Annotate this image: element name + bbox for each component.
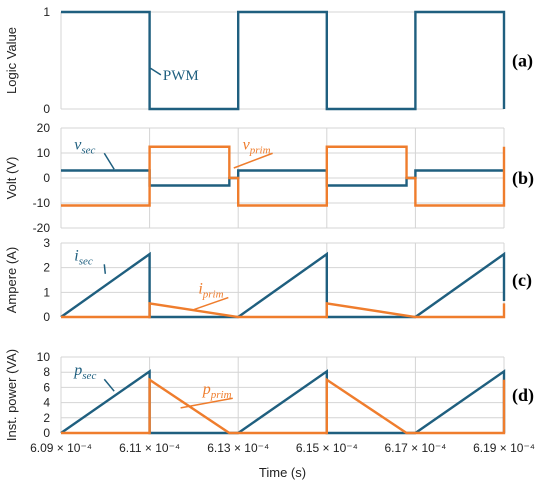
series-line-p_prim [61, 377, 506, 435]
y-axis-title: Ampere (A) [4, 247, 19, 313]
panel-tag: (b) [512, 168, 534, 189]
panel-tag: (a) [512, 51, 533, 72]
x-tick-label: 6.15 × 10⁻⁴ [296, 441, 358, 455]
y-tick-label: 0 [43, 426, 50, 440]
series-annotation: vprim [243, 136, 271, 156]
y-tick-label: 0 [43, 310, 50, 324]
x-tick-label: 6.13 × 10⁻⁴ [207, 441, 269, 455]
series-annotation: psec [73, 362, 96, 382]
x-axis-title: Time (s) [259, 465, 306, 480]
y-axis-title: Logic Value [4, 27, 19, 94]
annotation-leader [193, 296, 229, 311]
series-line-PWM [61, 10, 506, 111]
x-tick-label: 6.11 × 10⁻⁴ [119, 441, 180, 455]
x-tick-label: 6.09 × 10⁻⁴ [30, 441, 92, 455]
panel-b: -20 -10 0 10 20 Volt (V) (b) vsec vprim [4, 121, 534, 235]
annotation-leader [103, 152, 115, 170]
y-tick-label: 1 [43, 5, 50, 19]
y-tick-label: 10 [37, 146, 51, 160]
series-annotation: pprim [202, 381, 232, 401]
series-line-i_sec [60, 251, 506, 319]
series-line-v_prim [61, 145, 506, 207]
series-annotation: PWM [163, 68, 199, 84]
annotation-leader [233, 152, 273, 169]
x-axis: Time (s) 6.09 × 10⁻⁴ 6.11 × 10⁻⁴ 6.13 × 10… [30, 441, 535, 480]
panel-c: 0 1 2 3 Ampere (A) (c) isec iprim [4, 236, 532, 324]
y-tick-label: -20 [33, 221, 51, 235]
series-annotation: vsec [74, 136, 95, 156]
series-line-i_prim [61, 302, 506, 319]
y-tick-label: 10 [37, 350, 51, 364]
y-tick-label: 2 [43, 411, 50, 425]
y-axis-title: Inst. power (VA) [4, 349, 19, 441]
x-tick-label: 6.17 × 10⁻⁴ [384, 441, 446, 455]
y-tick-label: 6 [43, 380, 50, 394]
annotation-leader [180, 397, 233, 409]
y-tick-label: 1 [43, 285, 50, 299]
y-tick-label: 0 [43, 102, 50, 116]
y-tick-label: 0 [43, 171, 50, 185]
y-tick-label: -10 [33, 196, 51, 210]
annotation-leader [103, 378, 115, 392]
panel-tag: (c) [512, 270, 532, 291]
panel-tag: (d) [512, 385, 534, 406]
annotation-leader [150, 67, 162, 76]
y-tick-label: 4 [43, 396, 50, 410]
series-annotation: iprim [198, 281, 223, 301]
annotation-leader [103, 264, 107, 274]
y-tick-label: 8 [43, 365, 50, 379]
y-tick-label: 20 [37, 121, 51, 135]
panel-a: 0 1 Logic Value (a) PWM [4, 5, 533, 116]
series-annotation: isec [74, 247, 93, 267]
y-tick-label: 2 [43, 261, 50, 275]
y-tick-label: 3 [43, 236, 50, 250]
x-tick-label: 6.19 × 10⁻⁴ [473, 441, 535, 455]
y-axis-title: Volt (V) [4, 157, 19, 200]
